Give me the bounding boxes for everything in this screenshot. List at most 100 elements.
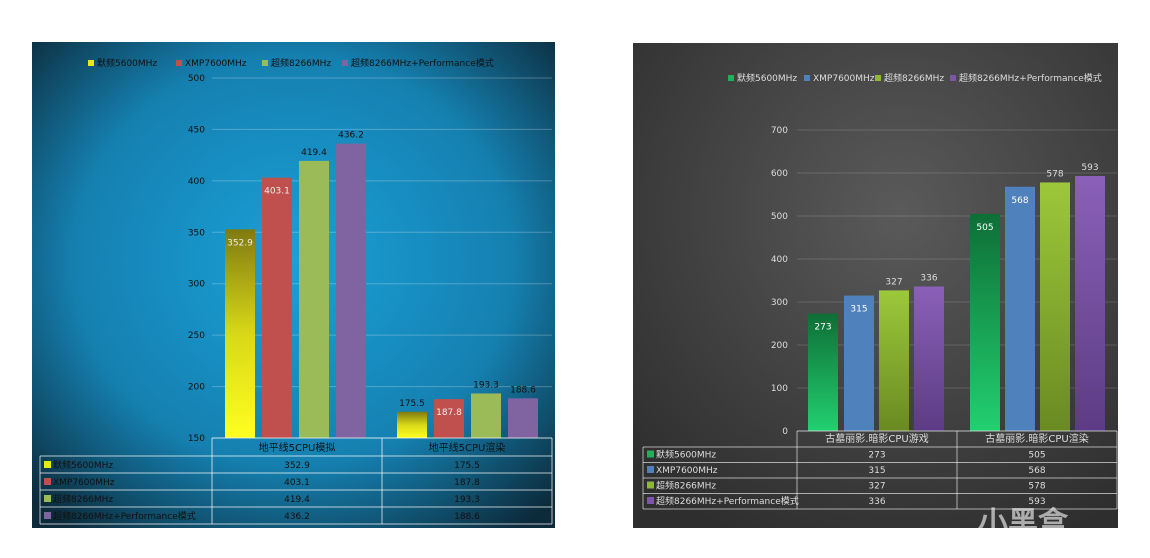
category-label: 地平线5CPU模拟	[259, 441, 336, 454]
data-label: 193.3	[473, 380, 499, 390]
chart1: 150 200 250 300 350 400 450 500 默频5600MHz XMP7600…	[39, 57, 553, 525]
legend-swatch	[342, 60, 348, 66]
legend-swatch	[262, 60, 268, 66]
data-label: 273	[814, 323, 831, 333]
y-tick-label: 450	[188, 125, 205, 135]
legend-label: XMP7600MHz	[185, 59, 247, 69]
bar	[508, 398, 538, 438]
bar	[471, 393, 501, 438]
legend-label: 超频8266MHz	[884, 72, 944, 84]
data-label: 578	[1046, 169, 1063, 179]
y-tick-label: 150	[188, 434, 205, 444]
table-legend-key	[647, 466, 654, 473]
bar	[299, 160, 329, 438]
y-tick-label: 600	[771, 169, 788, 179]
y-tick-label: 500	[188, 74, 205, 84]
bar	[336, 143, 366, 438]
table-series-name: 超频8266MHz	[656, 480, 716, 492]
table-cell: 187.8	[454, 478, 480, 488]
table-legend-key	[647, 481, 654, 489]
bar	[808, 313, 838, 431]
y-tick-label: 300	[188, 280, 205, 290]
bar	[262, 177, 292, 438]
table-cell: 273	[868, 451, 885, 461]
legend-label: XMP7600MHz	[813, 74, 875, 84]
table-cell: 327	[868, 482, 885, 492]
table-series-name: 超频8266MHz	[53, 493, 113, 505]
y-tick-label: 200	[771, 341, 788, 351]
table-legend-key	[44, 478, 51, 485]
category-label: 古墓丽影.暗影CPU游戏	[825, 432, 929, 445]
legend-label: 超频8266MHz+Performance模式	[351, 57, 494, 69]
data-label: 188.6	[510, 385, 536, 395]
y-tick-label: 500	[771, 212, 788, 222]
table-cell: 336	[868, 497, 885, 507]
watermark-logo: 小黑盒	[978, 506, 1068, 541]
table-legend-key	[44, 512, 51, 519]
table-cell: 436.2	[284, 512, 310, 522]
data-label: 419.4	[301, 148, 327, 158]
chart2: 0 100 200 300 400 500 600 700 默频5600MHz XMP7600MH…	[642, 72, 1118, 510]
data-label: 187.8	[436, 408, 462, 418]
table-legend-key	[44, 495, 51, 502]
legend-swatch	[875, 75, 881, 81]
y-tick-label: 400	[771, 255, 788, 265]
bar	[1005, 186, 1035, 431]
table-cell: 578	[1028, 482, 1045, 492]
bar	[1040, 182, 1070, 431]
y-tick-label: 100	[771, 384, 788, 394]
table-cell: 193.3	[454, 495, 480, 505]
table-cell: 175.5	[454, 461, 480, 471]
table-legend-key	[647, 450, 654, 458]
data-label: 175.5	[399, 399, 425, 409]
table-series-name: 超频8266MHz+Performance模式	[53, 510, 196, 522]
bar	[225, 229, 255, 438]
y-tick-label: 0	[782, 427, 788, 437]
data-label: 436.2	[338, 131, 364, 141]
y-tick-label: 250	[188, 331, 205, 341]
table-series-name: XMP7600MHz	[656, 466, 718, 476]
legend-label: 超频8266MHz+Performance模式	[959, 72, 1102, 84]
bar	[434, 399, 464, 438]
bar	[914, 286, 944, 431]
y-tick-label: 700	[771, 126, 788, 136]
bar	[879, 290, 909, 431]
bar	[844, 295, 874, 431]
legend-swatch	[804, 75, 810, 81]
legend-label: 默频5600MHz	[737, 72, 797, 84]
legend-swatch	[728, 75, 734, 81]
data-label: 505	[976, 223, 993, 233]
y-tick-label: 350	[188, 228, 205, 238]
table-series-name: 默频5600MHz	[656, 449, 716, 461]
bar	[1075, 176, 1105, 431]
table-cell: 403.1	[284, 478, 310, 488]
y-tick-label: 300	[771, 298, 788, 308]
legend-swatch	[950, 75, 956, 81]
chart1-background	[32, 42, 555, 528]
table-cell: 315	[868, 466, 885, 476]
bar	[970, 213, 1000, 431]
category-label: 地平线5CPU渲染	[429, 441, 506, 454]
table-cell: 352.9	[284, 461, 310, 471]
data-label: 403.1	[264, 187, 290, 197]
data-label: 336	[920, 274, 937, 284]
table-cell: 568	[1028, 466, 1045, 476]
table-legend-key	[647, 497, 654, 504]
data-label: 352.9	[227, 238, 253, 248]
legend-label: 超频8266MHz	[271, 57, 331, 69]
y-tick-label: 200	[188, 383, 205, 393]
data-label: 568	[1011, 196, 1028, 206]
table-cell: 188.6	[454, 512, 480, 522]
bar	[397, 411, 427, 438]
legend-label: 默频5600MHz	[97, 57, 157, 69]
y-tick-label: 400	[188, 177, 205, 187]
table-series-name: 默频5600MHz	[53, 459, 113, 471]
table-series-name: 超频8266MHz+Performance模式	[656, 495, 799, 507]
table-cell: 593	[1028, 497, 1045, 507]
table-legend-key	[44, 461, 51, 468]
data-label: 327	[885, 277, 902, 287]
table-cell: 505	[1028, 451, 1045, 461]
table-series-name: XMP7600MHz	[53, 478, 115, 488]
legend-swatch	[176, 60, 182, 66]
